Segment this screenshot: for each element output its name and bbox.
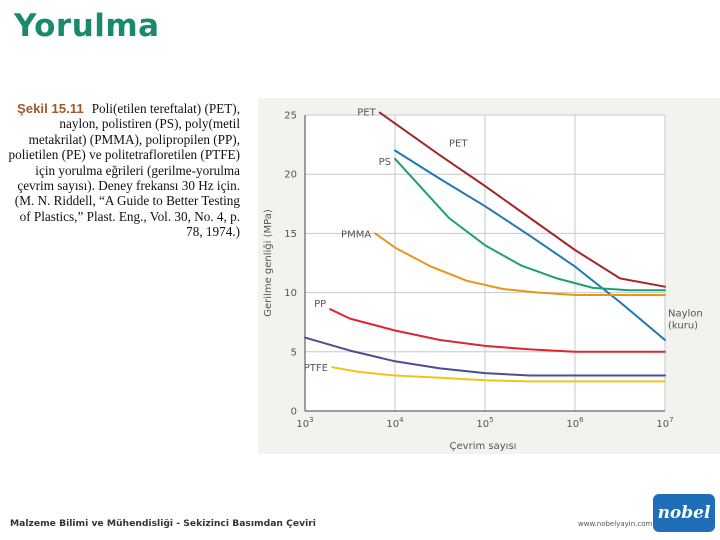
y-tick-label: 25 <box>284 111 297 122</box>
series-line-pp <box>329 308 666 353</box>
x-axis-title: Çevrim sayısı <box>450 441 517 452</box>
y-tick-label: 20 <box>284 170 297 181</box>
fatigue-chart-panel: 0 5 10 15 20 25 103 104 105 106 107 Çevrim sayısı Ge… <box>258 98 720 454</box>
y-axis-title: Gerilme genliği (MPa) <box>262 209 274 317</box>
series-line-ptfe <box>331 366 666 383</box>
fatigue-chart: 0 5 10 15 20 25 103 104 105 106 107 Çevrim sayısı Ge… <box>262 108 703 452</box>
figure-caption: Şekil 15.11 Poli(etilen tereftalat) (PET)… <box>6 101 240 240</box>
publisher-logo-text: nobel <box>657 503 711 523</box>
y-tick-label: 0 <box>291 407 297 418</box>
x-tick-label: 103 <box>296 416 313 430</box>
footer: Malzeme Bilimi ve Mühendisliği - Sekizin… <box>0 490 720 540</box>
series-label-naylon: Naylon <box>668 308 703 319</box>
footer-book-title: Malzeme Bilimi ve Mühendisliği - Sekizin… <box>10 518 316 529</box>
y-tick-label: 10 <box>284 288 297 299</box>
series-line-pet <box>378 111 666 288</box>
figure-caption-text: Poli(etilen tereftalat) (PET), naylon, p… <box>8 101 240 240</box>
series-line-ps <box>394 157 666 292</box>
x-tick-label: 105 <box>476 416 493 430</box>
figure-label: Şekil 15.11 <box>16 101 84 116</box>
series-label-pmma: PMMA <box>341 229 371 240</box>
x-tick-label: 106 <box>566 416 584 430</box>
x-tick-label: 104 <box>386 416 404 430</box>
series-line-pe <box>304 336 666 377</box>
series-label-pet: PET <box>449 139 468 150</box>
page-title: Yorulma <box>14 8 160 44</box>
publisher-logo: nobel <box>653 494 715 532</box>
series-label-ptfe: PTFE <box>304 363 328 374</box>
y-tick-label: 5 <box>291 347 297 358</box>
series-label-pe: PET <box>357 108 376 119</box>
series-line-naylon <box>394 149 666 341</box>
series-line-pmma <box>374 232 666 296</box>
series-label-pp: PP <box>314 299 326 310</box>
x-tick-label: 107 <box>656 416 673 430</box>
series-label-naylon-kuru: (kuru) <box>668 320 698 331</box>
footer-url[interactable]: www.nobelyayin.com <box>578 520 653 528</box>
y-tick-label: 15 <box>284 229 297 240</box>
series-label-ps: PS <box>379 157 391 168</box>
